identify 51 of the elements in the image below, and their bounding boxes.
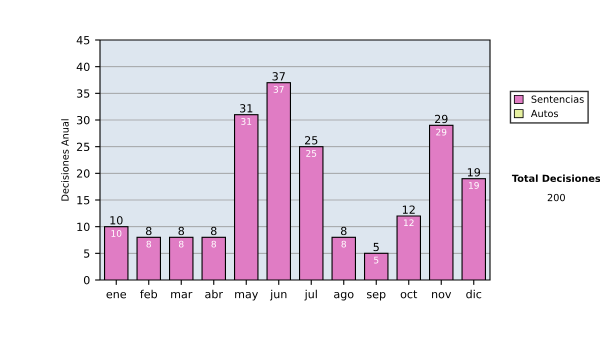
y-tick-label: 25 — [76, 142, 90, 152]
x-tick-label: dic — [466, 290, 482, 298]
annotation: 12 — [402, 205, 415, 214]
annotation: 29 — [434, 114, 448, 124]
data-label: 12 — [404, 219, 414, 226]
annotation: 25 — [304, 136, 318, 145]
x-tick-label: jun — [270, 290, 286, 300]
data-label: 29 — [436, 128, 446, 136]
y-tick-label: 10 — [77, 222, 90, 232]
y-tick-label: 0 — [84, 276, 90, 284]
data-label: 37 — [274, 86, 284, 93]
data-label: 8 — [341, 240, 346, 248]
x-tick-label: oct — [400, 290, 418, 298]
annotation: 10 — [110, 216, 123, 225]
x-tick-label: ago — [334, 292, 354, 300]
x-tick-label: sep — [367, 292, 386, 300]
annotation: 8 — [210, 226, 217, 236]
data-label: 8 — [178, 240, 184, 248]
data-label: 8 — [146, 240, 152, 248]
annotation: 8 — [146, 226, 152, 236]
data-label: 10 — [112, 230, 122, 237]
annotation: 19 — [468, 168, 480, 177]
x-tick-label: mar — [171, 292, 192, 298]
x-tick-label: jul — [304, 290, 317, 300]
annotation: 5 — [374, 242, 379, 252]
y-axis-title: Decisiones Anual — [61, 119, 69, 201]
legend-label: Sentencias — [532, 95, 584, 103]
data-label: 31 — [241, 118, 252, 125]
x-tick-label: ene — [106, 292, 126, 298]
data-label: 8 — [211, 240, 216, 248]
y-tick-label: 40 — [76, 62, 90, 72]
text: 200 — [548, 194, 565, 202]
annotation: 8 — [178, 226, 184, 236]
x-tick-label: feb — [140, 290, 158, 298]
y-tick-label: 35 — [76, 89, 90, 98]
annotation: 31 — [240, 104, 252, 113]
text: Total Decisiones — [512, 174, 600, 182]
y-tick-label: 20 — [76, 169, 90, 178]
x-tick-label: may — [235, 292, 258, 300]
annotation: 37 — [272, 72, 285, 81]
data-label: 19 — [469, 182, 479, 189]
y-tick-label: 30 — [76, 116, 90, 124]
x-tick-label: abr — [205, 290, 223, 298]
x-tick-label: nov — [432, 292, 452, 298]
legend-label: Autos — [530, 110, 558, 118]
y-tick-label: 5 — [84, 249, 90, 258]
y-tick-label: 45 — [76, 36, 90, 44]
annotation: 8 — [340, 226, 347, 236]
data-label: 5 — [374, 256, 378, 264]
y-tick-label: 15 — [77, 196, 90, 204]
data-label: 25 — [306, 150, 316, 157]
